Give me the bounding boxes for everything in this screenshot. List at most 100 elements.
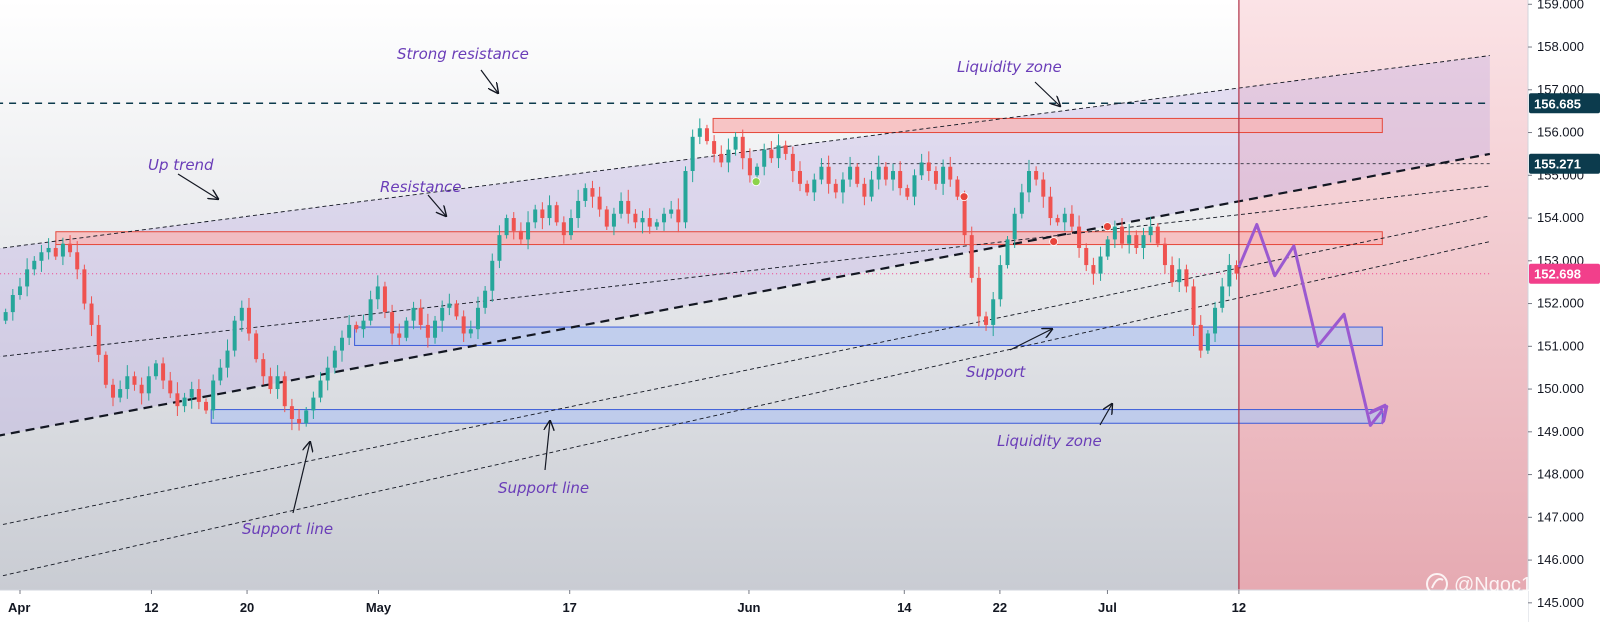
candle-body-0: [3, 312, 8, 321]
candle-body-53: [382, 286, 387, 313]
candle-body-45: [325, 367, 330, 381]
time-tick-label-5: Jun: [737, 600, 760, 615]
candle-body-12: [89, 303, 94, 325]
candle-body-44: [318, 380, 323, 398]
candle-body-31: [225, 350, 230, 368]
candle-body-130: [933, 171, 938, 184]
candle-body-21: [153, 363, 158, 377]
candle-body-52: [375, 286, 380, 300]
price-tick-label-7: 152.000: [1537, 296, 1584, 311]
time-tick-label-9: 12: [1232, 600, 1246, 615]
price-tag-label-2: 152.698: [1534, 267, 1581, 282]
candle-body-128: [919, 162, 924, 176]
candle-body-86: [619, 200, 624, 214]
price-tags: 156.685 155.271 152.698: [1529, 93, 1600, 284]
candle-body-16: [118, 389, 123, 398]
candle-body-111: [797, 171, 802, 184]
arrow-support-line-1: [292, 442, 310, 514]
candle-body-160: [1148, 226, 1153, 236]
candle-body-92: [662, 213, 667, 223]
candle-body-22: [161, 363, 166, 381]
candle-body-38: [275, 376, 280, 390]
candle-body-75: [540, 209, 545, 219]
trend-line-5: [0, 185, 1490, 357]
watermark-logo-icon: [1426, 573, 1448, 595]
candle-body-107: [769, 149, 774, 159]
candle-body-59: [425, 324, 430, 338]
candle-body-129: [926, 162, 931, 172]
candle-body-41: [297, 418, 302, 424]
candle-body-42: [304, 410, 309, 424]
candle-body-65: [468, 329, 473, 334]
price-tag-label-0: 156.685: [1534, 96, 1581, 111]
candle-body-155: [1112, 226, 1117, 240]
resistance-zone-0: [712, 117, 1383, 134]
price-tick-label-11: 148.000: [1537, 467, 1584, 482]
label-resistance: Resistance: [380, 178, 462, 196]
candle-body-116: [833, 183, 838, 193]
candle-body-62: [447, 303, 452, 308]
zones-layer: [55, 117, 1383, 424]
candle-body-166: [1191, 286, 1196, 325]
candle-body-91: [654, 222, 659, 227]
candle-body-126: [905, 188, 910, 197]
candle-body-95: [683, 171, 688, 223]
candle-body-94: [676, 209, 681, 223]
candle-body-105: [755, 166, 760, 176]
candle-body-24: [175, 393, 180, 407]
lines-layer: [0, 55, 1491, 577]
candle-body-10: [75, 252, 80, 270]
price-tag-0: [1529, 93, 1600, 114]
label-support-line-2: Support line: [498, 479, 589, 497]
candle-body-5: [39, 252, 44, 261]
candle-body-168: [1205, 333, 1210, 351]
time-tick-label-4: 17: [562, 600, 576, 615]
candle-body-149: [1069, 213, 1074, 227]
candle-body-143: [1026, 171, 1031, 193]
candle-body-17: [125, 376, 130, 390]
candle-body-37: [268, 376, 273, 390]
candle-body-131: [941, 166, 946, 184]
candle-body-57: [411, 307, 416, 321]
price-tick-label-10: 149.000: [1537, 424, 1584, 439]
candle-body-113: [812, 179, 817, 193]
price-axis-ticks: 159.000158.000157.000156.000155.000154.0…: [1528, 0, 1584, 610]
candle-body-125: [898, 171, 903, 189]
signal-marker-1: [959, 192, 969, 202]
candle-body-170: [1220, 286, 1225, 308]
candle-body-87: [626, 200, 631, 214]
candle-body-140: [1005, 239, 1010, 266]
price-tick-label-9: 150.000: [1537, 381, 1584, 396]
candle-body-84: [604, 209, 609, 227]
candle-body-161: [1155, 226, 1160, 244]
candle-body-89: [640, 218, 645, 223]
resistance-zone-1: [55, 231, 1383, 246]
candle-body-132: [948, 166, 953, 180]
candle-body-137: [984, 316, 989, 325]
candle-body-103: [740, 136, 745, 159]
label-support: Support: [966, 363, 1026, 381]
candle-body-121: [869, 179, 874, 197]
annotation-arrows: [177, 69, 1112, 514]
candle-body-159: [1141, 235, 1146, 248]
candle-body-9: [68, 243, 73, 253]
candle-body-19: [139, 384, 144, 394]
candle-body-61: [440, 307, 445, 321]
label-up-trend: Up trend: [148, 156, 214, 174]
candle-body-101: [726, 149, 731, 163]
price-tick-label-3: 156.000: [1537, 125, 1584, 140]
label-liquidity-zone-top: Liquidity zone: [957, 58, 1062, 76]
support-zone-2: [354, 326, 1383, 346]
annotation-labels: Strong resistance Liquidity zone Up tren…: [148, 45, 1102, 538]
candle-body-115: [826, 166, 831, 184]
candle-body-69: [497, 235, 502, 261]
support-zone-3: [210, 409, 1383, 424]
candle-body-96: [690, 136, 695, 172]
candle-body-97: [697, 128, 702, 137]
time-tick-label-3: May: [366, 600, 392, 615]
candle-body-1: [10, 295, 15, 313]
time-tick-label-2: 20: [240, 600, 254, 615]
candle-body-54: [390, 312, 395, 334]
candle-body-172: [1234, 265, 1239, 274]
candle-body-148: [1062, 213, 1067, 223]
